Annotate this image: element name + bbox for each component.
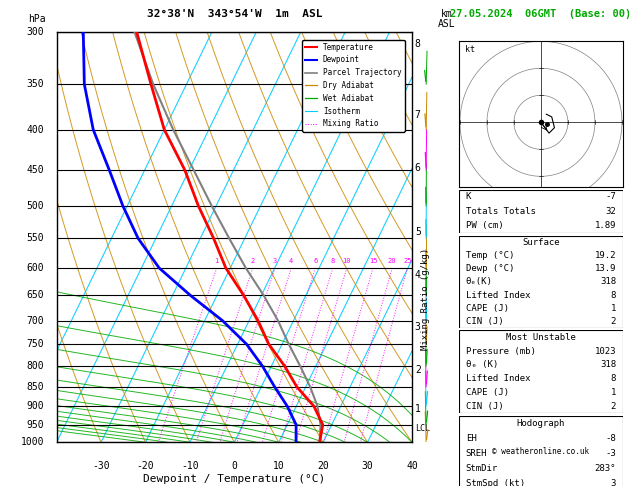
Text: Pressure (mb): Pressure (mb) bbox=[465, 347, 535, 356]
Text: SREH: SREH bbox=[465, 449, 487, 458]
Text: 2: 2 bbox=[415, 365, 421, 375]
Text: 950: 950 bbox=[26, 420, 44, 430]
Text: 25: 25 bbox=[403, 258, 411, 264]
Text: 8: 8 bbox=[611, 374, 616, 383]
Text: 283°: 283° bbox=[594, 464, 616, 473]
Text: -7: -7 bbox=[606, 192, 616, 201]
Text: 4: 4 bbox=[415, 270, 421, 280]
Text: 1000: 1000 bbox=[21, 437, 44, 447]
Text: 6: 6 bbox=[415, 163, 421, 173]
Text: 550: 550 bbox=[26, 233, 44, 243]
Text: 30: 30 bbox=[362, 461, 374, 471]
Text: 850: 850 bbox=[26, 382, 44, 392]
Text: 500: 500 bbox=[26, 201, 44, 211]
Text: 20: 20 bbox=[388, 258, 396, 264]
Text: 1: 1 bbox=[611, 304, 616, 313]
Text: 318: 318 bbox=[600, 278, 616, 286]
Text: 32°38'N  343°54'W  1m  ASL: 32°38'N 343°54'W 1m ASL bbox=[147, 9, 322, 19]
Text: 20: 20 bbox=[317, 461, 329, 471]
Text: Temp (°C): Temp (°C) bbox=[465, 251, 514, 260]
Text: 3: 3 bbox=[273, 258, 277, 264]
Text: -8: -8 bbox=[606, 434, 616, 443]
Text: 15: 15 bbox=[369, 258, 377, 264]
Text: -30: -30 bbox=[92, 461, 110, 471]
Text: -10: -10 bbox=[181, 461, 199, 471]
Text: Hodograph: Hodograph bbox=[517, 418, 565, 428]
Text: CAPE (J): CAPE (J) bbox=[465, 388, 509, 397]
Text: 600: 600 bbox=[26, 263, 44, 273]
Text: 2: 2 bbox=[611, 402, 616, 411]
Text: 800: 800 bbox=[26, 361, 44, 371]
Text: 10: 10 bbox=[343, 258, 351, 264]
Text: StmDir: StmDir bbox=[465, 464, 498, 473]
Text: 27.05.2024  06GMT  (Base: 00): 27.05.2024 06GMT (Base: 00) bbox=[450, 9, 629, 19]
Text: CIN (J): CIN (J) bbox=[465, 317, 503, 326]
Text: CIN (J): CIN (J) bbox=[465, 402, 503, 411]
Text: 8: 8 bbox=[415, 39, 421, 49]
Text: EH: EH bbox=[465, 434, 476, 443]
Text: PW (cm): PW (cm) bbox=[465, 222, 503, 230]
Text: 318: 318 bbox=[600, 361, 616, 369]
Text: km: km bbox=[441, 9, 452, 19]
Text: θₑ(K): θₑ(K) bbox=[465, 278, 493, 286]
Text: © weatheronline.co.uk: © weatheronline.co.uk bbox=[493, 447, 589, 456]
Text: 19.2: 19.2 bbox=[594, 251, 616, 260]
Text: StmSpd (kt): StmSpd (kt) bbox=[465, 479, 525, 486]
Text: 4: 4 bbox=[289, 258, 293, 264]
Text: 0: 0 bbox=[231, 461, 237, 471]
Text: LCL: LCL bbox=[415, 424, 430, 433]
Text: 32: 32 bbox=[606, 207, 616, 216]
Text: 3: 3 bbox=[415, 322, 421, 332]
Text: 1023: 1023 bbox=[594, 347, 616, 356]
Legend: Temperature, Dewpoint, Parcel Trajectory, Dry Adiabat, Wet Adiabat, Isotherm, Mi: Temperature, Dewpoint, Parcel Trajectory… bbox=[303, 39, 404, 132]
Text: 40: 40 bbox=[406, 461, 418, 471]
Text: 450: 450 bbox=[26, 165, 44, 175]
Text: Mixing Ratio (g/kg): Mixing Ratio (g/kg) bbox=[421, 247, 430, 349]
Text: 8: 8 bbox=[611, 291, 616, 299]
Text: Totals Totals: Totals Totals bbox=[465, 207, 535, 216]
Text: CAPE (J): CAPE (J) bbox=[465, 304, 509, 313]
Text: ASL: ASL bbox=[438, 19, 455, 29]
Text: Dewp (°C): Dewp (°C) bbox=[465, 264, 514, 273]
Text: 900: 900 bbox=[26, 401, 44, 411]
Text: 350: 350 bbox=[26, 79, 44, 89]
Text: 1: 1 bbox=[214, 258, 219, 264]
Text: Dewpoint / Temperature (°C): Dewpoint / Temperature (°C) bbox=[143, 474, 325, 484]
Text: 13.9: 13.9 bbox=[594, 264, 616, 273]
Text: 10: 10 bbox=[273, 461, 284, 471]
Text: θₑ (K): θₑ (K) bbox=[465, 361, 498, 369]
Text: 7: 7 bbox=[415, 110, 421, 120]
Text: Lifted Index: Lifted Index bbox=[465, 374, 530, 383]
Text: Most Unstable: Most Unstable bbox=[506, 333, 576, 342]
Text: hPa: hPa bbox=[28, 14, 46, 24]
Text: 6: 6 bbox=[313, 258, 318, 264]
Text: -20: -20 bbox=[136, 461, 154, 471]
Text: 700: 700 bbox=[26, 315, 44, 326]
Text: 750: 750 bbox=[26, 339, 44, 349]
Text: kt: kt bbox=[465, 45, 476, 54]
Text: 3: 3 bbox=[611, 479, 616, 486]
Text: Surface: Surface bbox=[522, 238, 560, 247]
Text: 1: 1 bbox=[611, 388, 616, 397]
Text: -3: -3 bbox=[606, 449, 616, 458]
Text: 1.89: 1.89 bbox=[594, 222, 616, 230]
Text: 5: 5 bbox=[415, 227, 421, 237]
Text: 300: 300 bbox=[26, 27, 44, 36]
Text: 1: 1 bbox=[415, 404, 421, 415]
Text: 2: 2 bbox=[611, 317, 616, 326]
Text: 650: 650 bbox=[26, 290, 44, 300]
Text: 8: 8 bbox=[331, 258, 335, 264]
Text: 2: 2 bbox=[250, 258, 255, 264]
Text: K: K bbox=[465, 192, 471, 201]
Text: Lifted Index: Lifted Index bbox=[465, 291, 530, 299]
Text: 400: 400 bbox=[26, 125, 44, 135]
